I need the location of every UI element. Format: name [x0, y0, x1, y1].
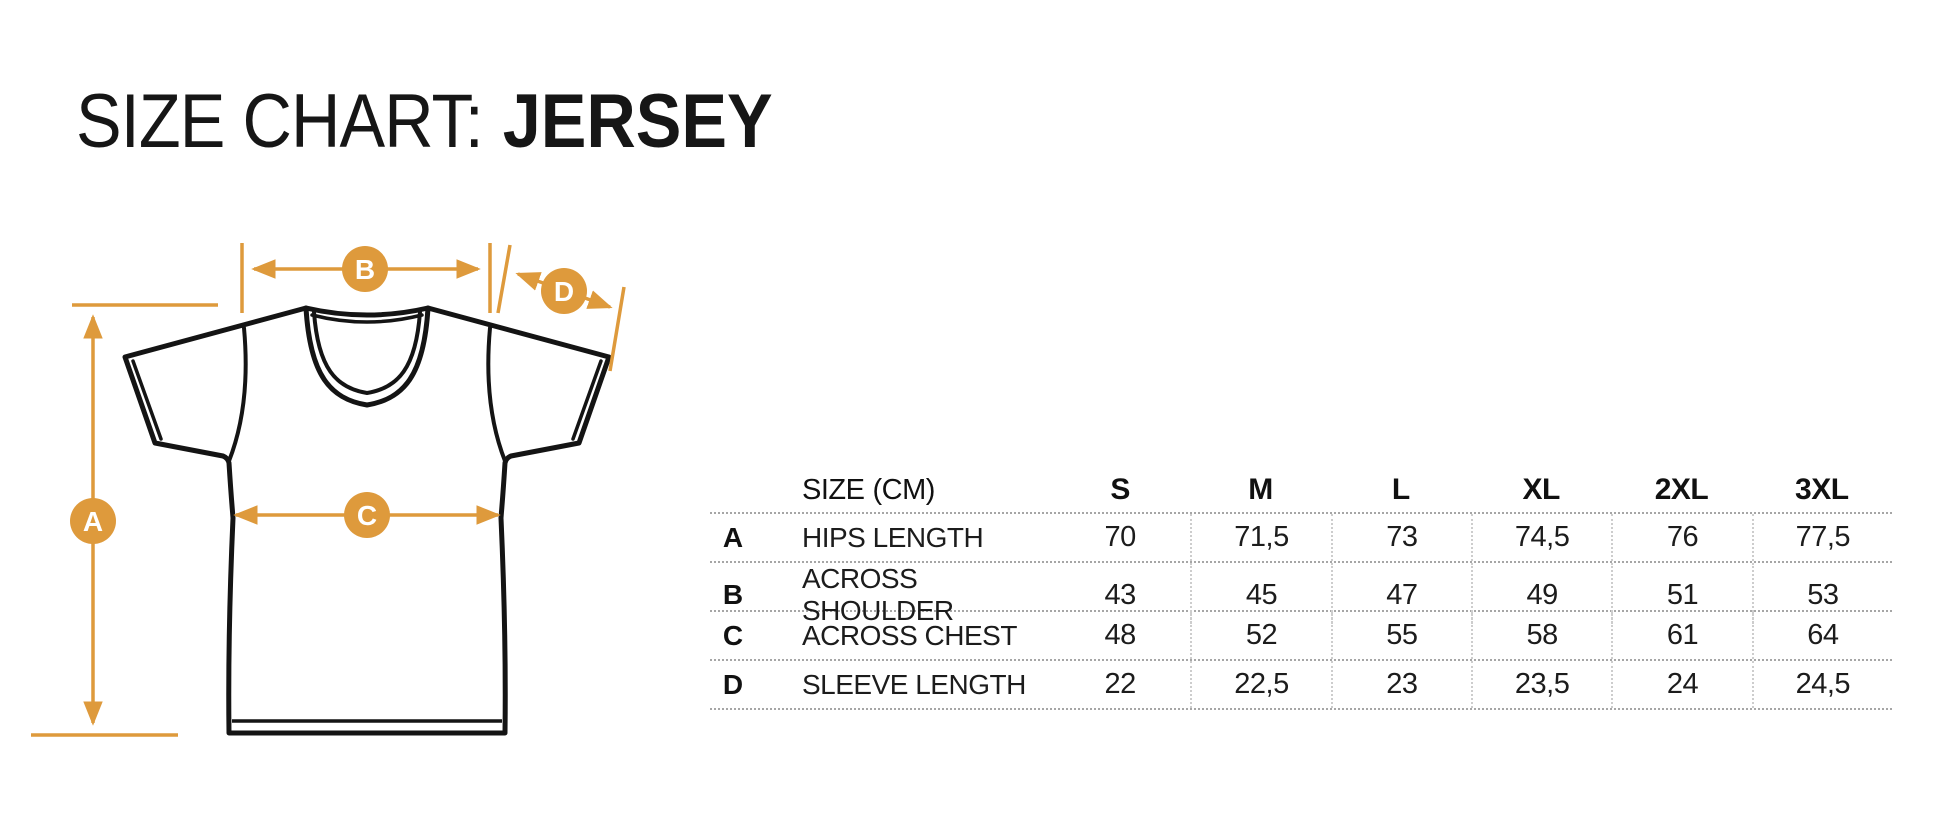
measure-d-badge: D: [541, 268, 587, 314]
tshirt-outline: [122, 305, 612, 736]
measure-b-label: B: [355, 254, 375, 285]
row-key: D: [722, 668, 744, 700]
unit-label: (CM): [872, 473, 935, 506]
measurement-a: [31, 303, 218, 737]
tshirt-diagram-svg: A B D C: [31, 243, 626, 737]
cell-value: 76: [1611, 514, 1751, 561]
row-key: A: [722, 521, 744, 553]
measure-c-badge: C: [344, 492, 390, 538]
table-row: A HIPS LENGTH 70 71,5 73 74,5 76 77,5: [710, 514, 1892, 563]
measure-b-badge: B: [342, 246, 388, 292]
measure-d-left-tick: [496, 244, 512, 314]
size-column-header: 3XL: [1795, 473, 1849, 506]
table-row: B ACROSS SHOULDER 43 45 47 49 51 53: [710, 563, 1892, 627]
page-title-prefix: SIZE CHART:: [76, 79, 484, 164]
tshirt-collar: [303, 305, 431, 408]
cell-value: 53: [1751, 563, 1892, 627]
row-key: C: [722, 619, 744, 651]
size-label: SIZE: [802, 473, 865, 506]
size-column-header: XL: [1522, 473, 1560, 506]
size-column-header: S: [1110, 473, 1130, 506]
cell-value: 23,5: [1470, 661, 1611, 708]
cell-value: 55: [1330, 612, 1471, 659]
measure-d-label: D: [554, 276, 574, 307]
size-cm-header: SIZE (CM): [756, 474, 1050, 507]
row-label: ACROSS CHEST: [802, 619, 1017, 651]
tshirt-cuff-stitching: [131, 359, 603, 441]
table-row: C ACROSS CHEST 48 52 55 58 61 64: [710, 612, 1892, 661]
cell-value: 24: [1611, 661, 1751, 708]
row-label: SLEEVE LENGTH: [802, 668, 1026, 700]
cell-value: 73: [1330, 514, 1471, 561]
size-column-header: 2XL: [1654, 473, 1709, 506]
cell-value: 71,5: [1190, 514, 1330, 561]
cell-value: 24,5: [1751, 661, 1892, 708]
cell-value: 51: [1611, 563, 1751, 627]
page-title: SIZE CHART: JERSEY: [76, 82, 773, 162]
row-label: ACROSS SHOULDER: [802, 563, 954, 626]
cell-value: 77,5: [1751, 514, 1892, 561]
cell-value: 47: [1330, 563, 1471, 627]
cell-value: 61: [1611, 612, 1751, 659]
measure-a-badge: A: [70, 498, 116, 544]
measure-d-right-tick: [608, 286, 626, 372]
size-table-header: SIZE (CM) S M L XL 2XL 3XL: [710, 468, 1892, 514]
cell-value: 70: [1104, 521, 1137, 553]
row-key: B: [722, 579, 744, 610]
cell-value: 43: [1104, 578, 1137, 611]
cell-value: 22: [1104, 668, 1137, 700]
measure-a-label: A: [83, 506, 103, 537]
cell-value: 64: [1751, 612, 1892, 659]
cell-value: 74,5: [1470, 514, 1611, 561]
cell-value: 52: [1190, 612, 1330, 659]
cell-value: 58: [1470, 612, 1611, 659]
cell-value: 22,5: [1190, 661, 1330, 708]
size-table: SIZE (CM) S M L XL 2XL 3XL A HIPS LENGTH 70 71,5 7…: [710, 468, 1892, 710]
table-row: D SLEEVE LENGTH 22 22,5 23 23,5 24 24,5: [710, 661, 1892, 710]
cell-value: 23: [1330, 661, 1471, 708]
page-title-product: JERSEY: [502, 79, 773, 164]
size-column-header: M: [1248, 473, 1273, 506]
row-label: HIPS LENGTH: [802, 521, 984, 553]
size-column-header: L: [1391, 473, 1410, 506]
tshirt-measurement-diagram: A B D C: [20, 225, 660, 805]
cell-value: 45: [1190, 563, 1330, 627]
cell-value: 49: [1470, 563, 1611, 627]
measure-c-label: C: [357, 500, 377, 531]
cell-value: 48: [1104, 619, 1137, 651]
